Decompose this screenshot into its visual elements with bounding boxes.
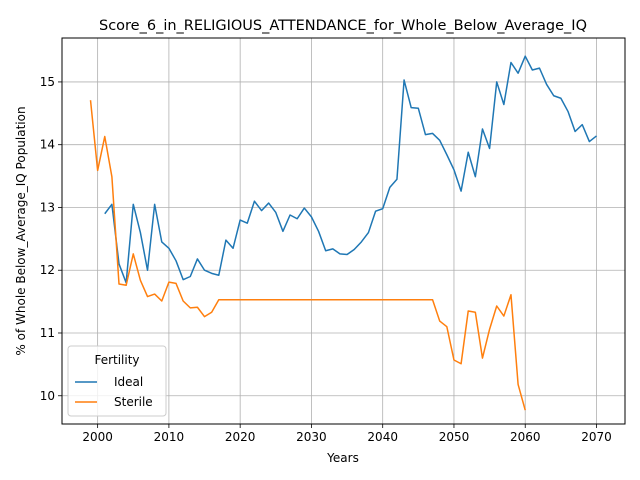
y-tick-label: 12 (40, 263, 55, 277)
y-tick-label: 10 (40, 389, 55, 403)
legend-label-sterile: Sterile (114, 395, 153, 409)
y-tick-label: 11 (40, 326, 55, 340)
y-tick-label: 14 (40, 138, 55, 152)
y-axis-title: % of Whole Below_Average_IQ Population (14, 106, 28, 355)
series-line-ideal (104, 55, 597, 284)
plot-area-frame (61, 37, 626, 425)
legend-title: Fertility (94, 353, 139, 367)
x-tick-label: 2010 (154, 430, 185, 444)
legend-label-ideal: Ideal (114, 375, 143, 389)
x-tick-label: 2070 (581, 430, 612, 444)
x-tick-label: 2050 (439, 430, 470, 444)
axis-ticks: 2000 2010 2020 2030 2040 2050 2060 2070 10 11 12 13… (40, 75, 612, 444)
x-tick-label: 2000 (82, 430, 113, 444)
chart-title: Score_6_in_RELIGIOUS_ATTENDANCE_for_Whol… (99, 18, 587, 34)
legend: Fertility Ideal Sterile (67, 345, 167, 417)
x-tick-label: 2060 (510, 430, 541, 444)
legend-box (67, 345, 167, 417)
x-tick-label: 2030 (296, 430, 327, 444)
x-tick-label: 2040 (367, 430, 398, 444)
x-tick-label: 2020 (225, 430, 256, 444)
x-axis-title: Years (326, 451, 359, 465)
series-line-sterile (89, 100, 526, 411)
y-tick-label: 15 (40, 75, 55, 89)
series-lines (89, 55, 597, 411)
y-tick-label: 13 (40, 200, 55, 214)
